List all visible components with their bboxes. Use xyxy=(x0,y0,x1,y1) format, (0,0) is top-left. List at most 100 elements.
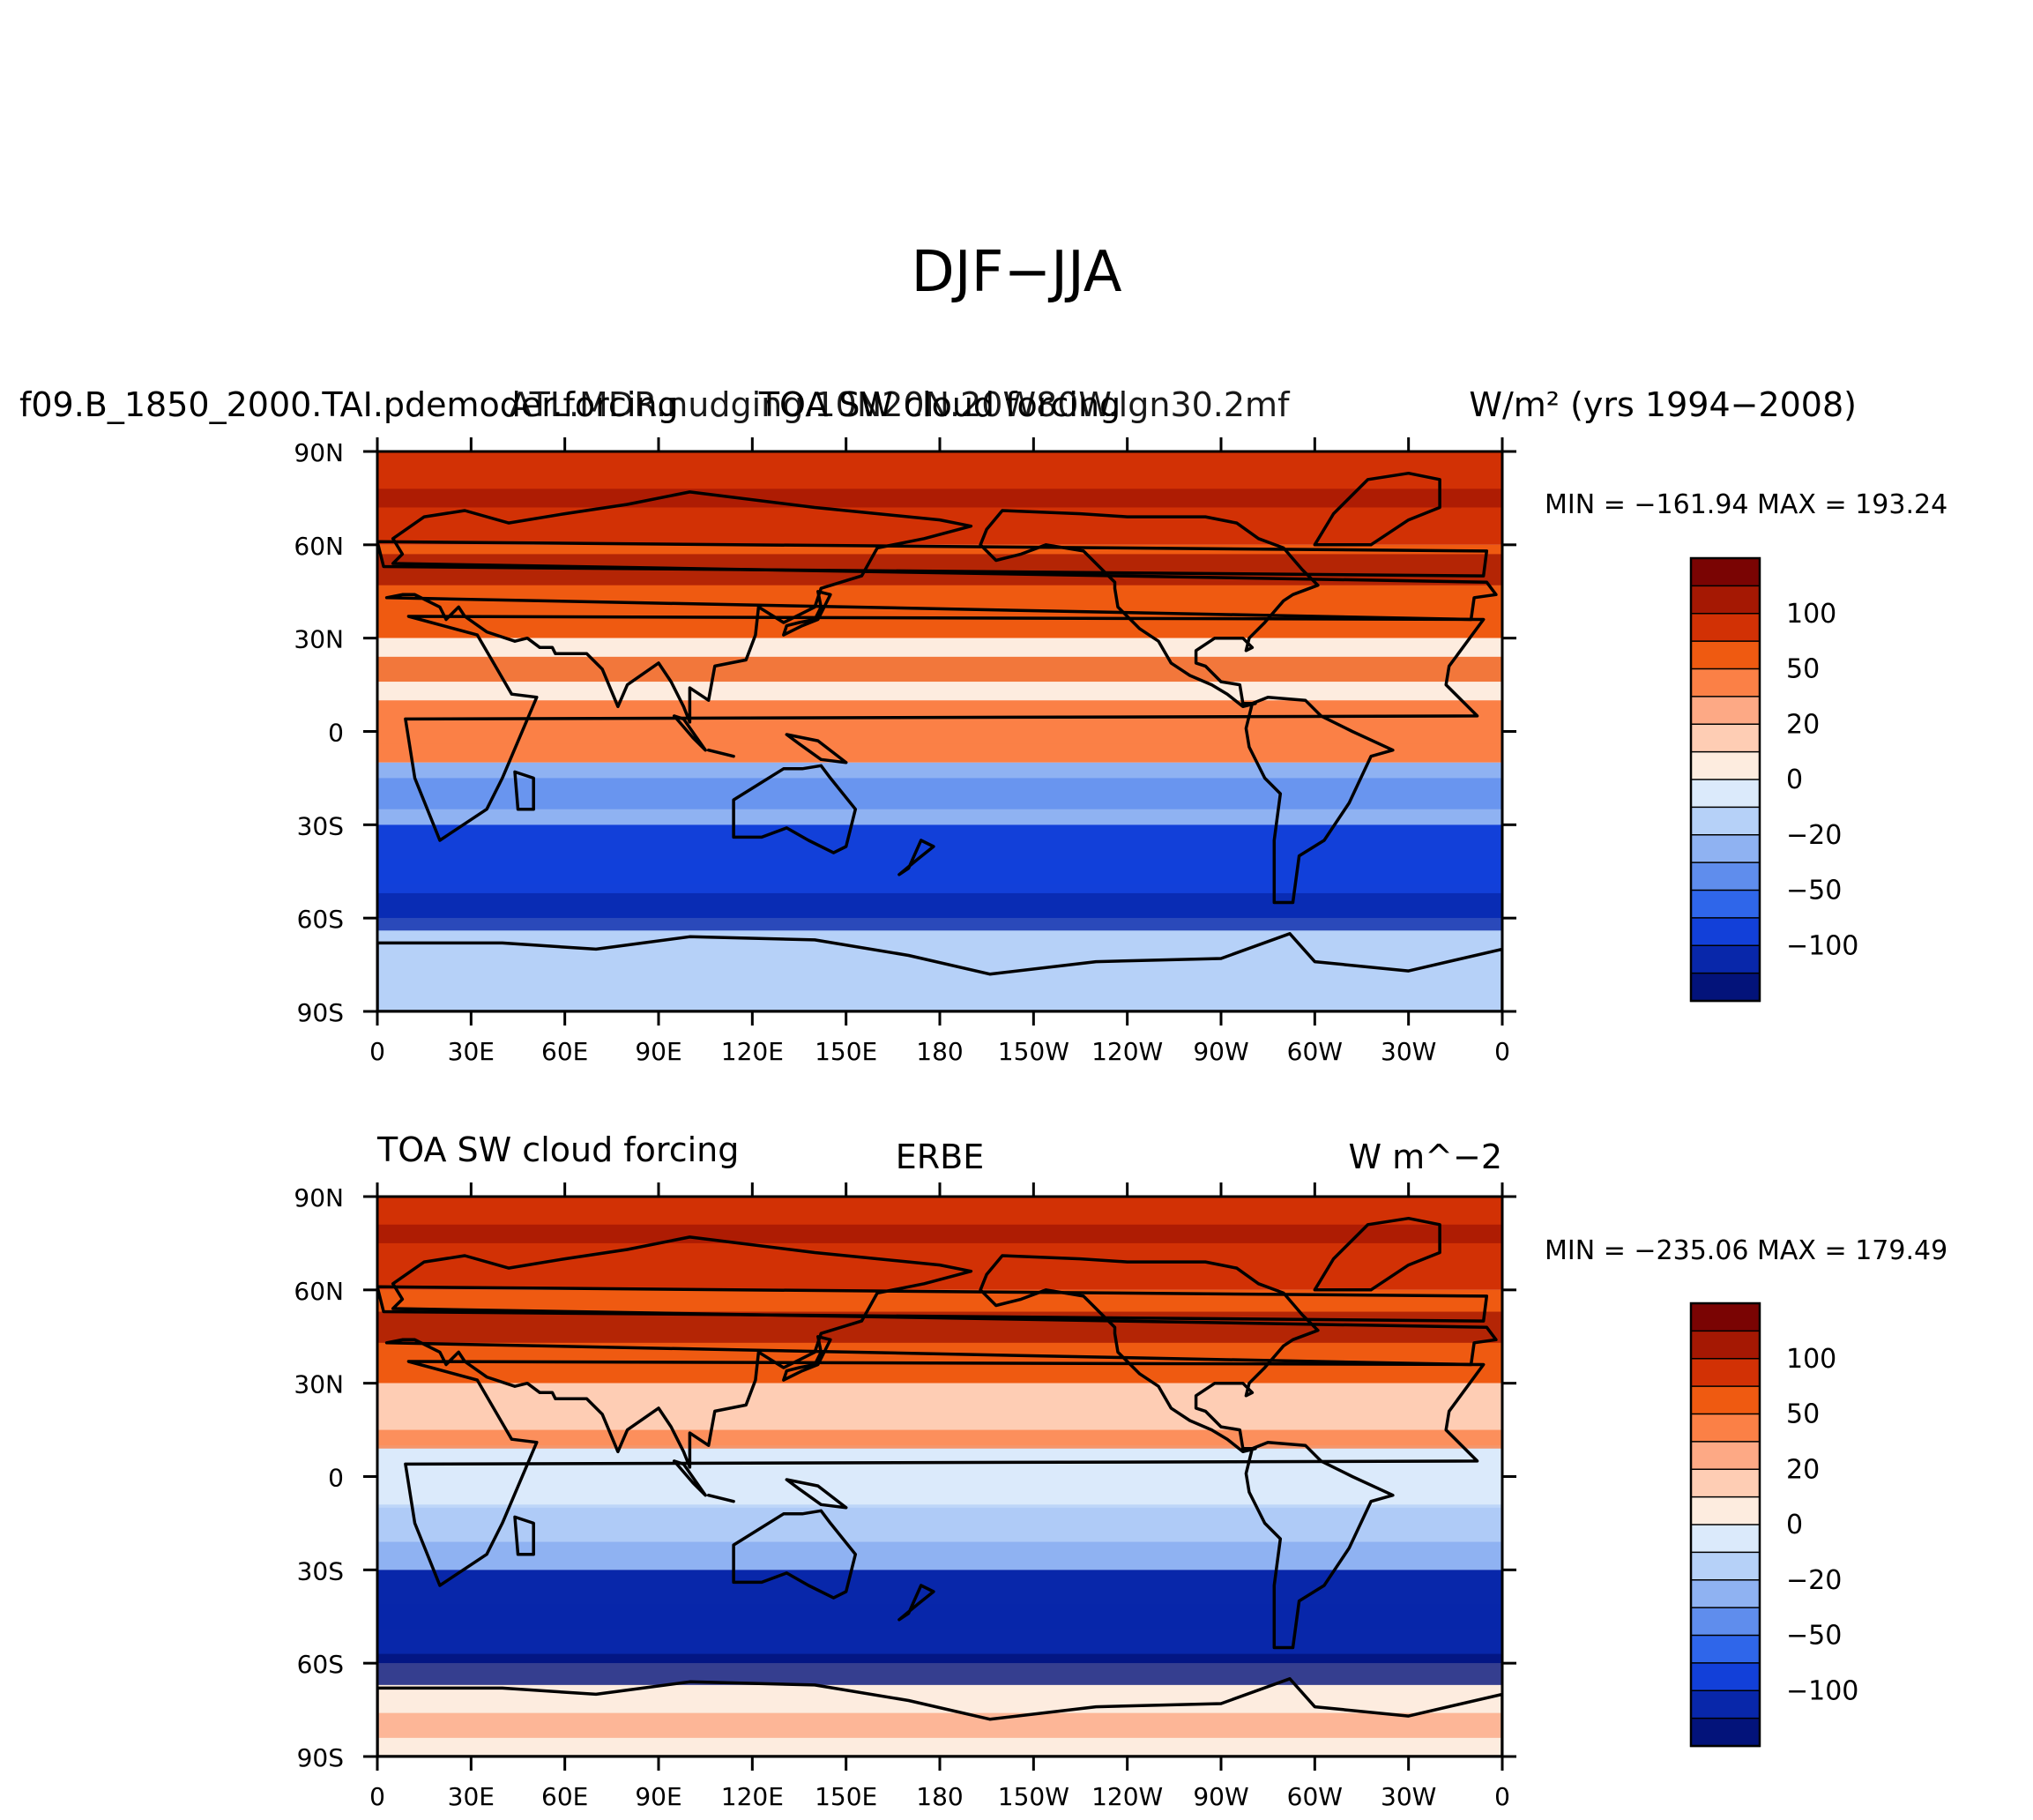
field-streak-0 xyxy=(377,1653,1502,1685)
y-tick-label: 0 xyxy=(328,719,344,748)
coastline-5 xyxy=(1313,1216,1441,1292)
x-tick-label: 30W xyxy=(1381,1782,1436,1811)
colorbar-label: −100 xyxy=(1786,930,1858,961)
y-tick-label: 60S xyxy=(297,1650,344,1679)
colorbar-swatch xyxy=(1690,1579,1761,1609)
coastline-4 xyxy=(979,509,1320,709)
coastline-7 xyxy=(377,1285,1489,1323)
coastline-13 xyxy=(897,1584,935,1622)
coastline-11 xyxy=(706,748,735,758)
coastline-8 xyxy=(513,1515,535,1556)
colorbar-label: −100 xyxy=(1786,1675,1858,1706)
x-tick-label: 150E xyxy=(815,1782,877,1811)
field-streak-3 xyxy=(377,1429,1502,1449)
colorbar-swatch xyxy=(1690,696,1761,726)
coastline-12 xyxy=(785,733,848,765)
obs-min-max: MIN = −235.06 MAX = 179.49 xyxy=(1545,1235,1947,1266)
colorbar-label: 0 xyxy=(1786,1510,1803,1540)
colorbar-swatch xyxy=(1690,585,1761,615)
colorbar-label: −50 xyxy=(1786,876,1842,906)
colorbar-label: 100 xyxy=(1786,599,1836,630)
x-tick-label: 120W xyxy=(1091,1037,1163,1066)
model-map-area xyxy=(377,451,1502,1011)
field-streak-1 xyxy=(377,1604,1502,1630)
colorbar-label: −20 xyxy=(1786,1565,1842,1596)
field-streak-5 xyxy=(377,1224,1502,1243)
colorbar-swatch xyxy=(1690,640,1761,670)
coastline-13 xyxy=(897,839,935,876)
model-coastlines xyxy=(377,471,1502,1011)
obs-left-title: TOA SW cloud forcing xyxy=(376,1130,739,1169)
y-tick-label: 30S xyxy=(297,1556,344,1585)
y-tick-label: 90N xyxy=(294,1183,344,1212)
field-band-6 xyxy=(377,918,1502,1011)
coastline-7 xyxy=(377,540,1489,578)
coastline-2 xyxy=(732,764,858,854)
x-tick-label: 0 xyxy=(369,1037,385,1066)
x-tick-label: 90W xyxy=(1193,1037,1248,1066)
colorbar-swatch xyxy=(1690,862,1761,891)
x-tick-label: 120W xyxy=(1091,1782,1163,1811)
x-tick-label: 90W xyxy=(1193,1782,1248,1811)
colorbar-swatch xyxy=(1690,1441,1761,1471)
coastline-9 xyxy=(782,590,832,637)
coastline-1 xyxy=(384,1235,1498,1469)
y-tick-label: 30N xyxy=(294,1370,344,1399)
x-tick-label: 90E xyxy=(635,1037,681,1066)
y-tick-label: 90S xyxy=(297,998,344,1027)
coastline-3 xyxy=(1244,695,1395,905)
coastline-0 xyxy=(404,1360,1486,1587)
colorbar-swatch xyxy=(1690,806,1761,836)
colorbar-swatch xyxy=(1690,1662,1761,1692)
colorbar-swatch xyxy=(1690,557,1761,587)
x-tick-label: 180 xyxy=(916,1782,963,1811)
colorbar-swatch xyxy=(1690,944,1761,974)
colorbar-label: 50 xyxy=(1786,1399,1820,1430)
coastline-6 xyxy=(377,1677,1502,1757)
x-tick-label: 150W xyxy=(998,1782,1069,1811)
x-tick-label: 60W xyxy=(1287,1037,1343,1066)
y-tick-label: 60N xyxy=(294,532,344,561)
colorbar-label: 0 xyxy=(1786,765,1803,795)
y-tick-label: 90N xyxy=(294,438,344,467)
field-band-3 xyxy=(377,1445,1502,1508)
colorbar-swatch xyxy=(1690,1717,1761,1748)
y-tick-label: 0 xyxy=(328,1464,344,1493)
field-streak-2 xyxy=(377,778,1502,809)
field-streak-5 xyxy=(377,489,1502,508)
x-tick-label: 120E xyxy=(721,1782,784,1811)
x-tick-label: 0 xyxy=(369,1782,385,1811)
field-streak-6 xyxy=(377,1712,1502,1738)
colorbar-swatch xyxy=(1690,613,1761,643)
figure-title: DJF−JJA xyxy=(911,240,1122,305)
coastline-11 xyxy=(706,1493,735,1503)
colorbar-swatch xyxy=(1690,1607,1761,1637)
obs-colorbar: 100 50 20 0 −20 −50 −100 xyxy=(1689,1302,1858,1748)
colorbar-swatch xyxy=(1690,750,1761,781)
obs-coastlines xyxy=(377,1216,1502,1757)
field-streak-1 xyxy=(377,859,1502,884)
colorbar-swatch xyxy=(1690,1551,1761,1581)
colorbar-label: 20 xyxy=(1786,709,1820,740)
coastline-5 xyxy=(1313,471,1441,547)
colorbar-swatch xyxy=(1690,1468,1761,1498)
colorbar-swatch xyxy=(1690,1330,1761,1360)
x-tick-label: 150W xyxy=(998,1037,1069,1066)
y-tick-label: 60N xyxy=(294,1277,344,1306)
model-panel: f09.B_1850_2000.TAI.pdemoder.forcing TOA… xyxy=(19,385,1947,1066)
colorbar-swatch xyxy=(1690,834,1761,864)
colorbar-label: 20 xyxy=(1786,1454,1820,1485)
colorbar-swatch xyxy=(1690,1385,1761,1415)
x-tick-label: 60E xyxy=(541,1037,588,1066)
coastline-9 xyxy=(782,1335,832,1382)
field-streak-6 xyxy=(377,731,1502,744)
field-streak-3 xyxy=(377,656,1502,682)
y-tick-label: 30S xyxy=(297,811,344,840)
field-streak-2 xyxy=(377,1504,1502,1542)
model-field xyxy=(377,451,1502,1011)
x-tick-label: 30E xyxy=(448,1037,495,1066)
obs-axis-ticks: 0 30E 60E 90E 120E 150E 180 150W 120W 90W 60W 30W 09… xyxy=(294,1182,1516,1811)
colorbar-swatch xyxy=(1690,1496,1761,1526)
colorbar-swatch xyxy=(1690,779,1761,809)
